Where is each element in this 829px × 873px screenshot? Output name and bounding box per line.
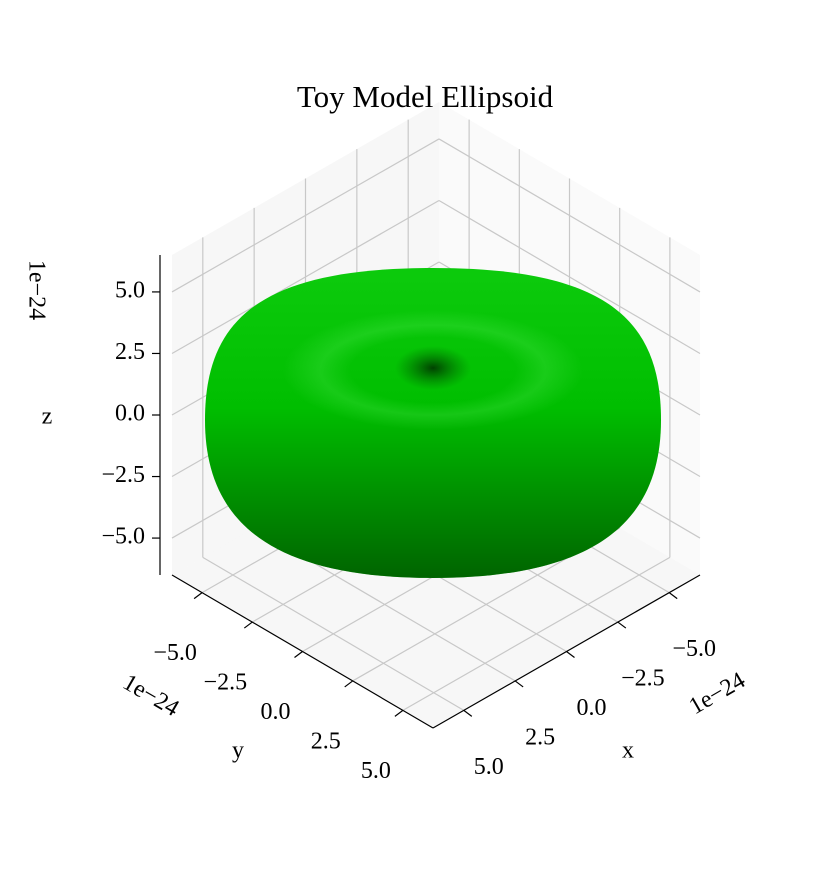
x-tick-label: 0.0 — [577, 695, 607, 721]
z-tick-label: −5.0 — [101, 524, 145, 550]
y-axis-label: y — [232, 738, 244, 764]
grid-line — [402, 556, 671, 711]
x-tick — [617, 621, 627, 629]
y-tick-label: 5.0 — [361, 758, 391, 784]
y-tick-label: 0.0 — [261, 699, 291, 725]
y-axis-line — [171, 574, 434, 729]
y-tick — [243, 621, 253, 629]
grid-line — [171, 199, 440, 354]
x-tick — [463, 709, 473, 717]
z-tick-label: 5.0 — [115, 277, 145, 303]
chart-title: Toy Model Ellipsoid — [297, 79, 554, 114]
z-axis-label: z — [42, 404, 53, 430]
y-tick — [394, 709, 404, 717]
y-tick — [294, 651, 303, 658]
x-tick-label: −5.0 — [672, 636, 716, 662]
x-tick-label: −2.5 — [621, 666, 665, 692]
x-axis-label: x — [622, 738, 634, 764]
z-tick-label: 2.5 — [115, 339, 145, 365]
y-tick — [193, 592, 203, 600]
x-tick — [514, 680, 524, 688]
surface — [205, 268, 661, 578]
y-tick — [344, 680, 354, 688]
axes: −5.0 −2.5 0.0 2.5 5.0 −5.0 −2.5 0.0 2.5 5.0 −5.0 −2… — [101, 255, 716, 784]
grid-line — [438, 199, 701, 354]
torus-hole — [395, 346, 471, 390]
x-tick — [668, 592, 678, 600]
z-tick-label: −2.5 — [101, 462, 145, 488]
y-offset-label: 1e−24 — [118, 669, 183, 722]
x-offset-label: 1e−24 — [685, 667, 750, 720]
y-tick-label: 2.5 — [311, 728, 341, 754]
grid-line — [171, 138, 440, 293]
grid-line — [438, 138, 701, 293]
x-tick-label: 2.5 — [525, 724, 555, 750]
x-tick — [566, 651, 575, 658]
z-tick-label: 0.0 — [115, 401, 145, 427]
x-axis-line — [432, 574, 701, 729]
y-tick-label: −2.5 — [204, 670, 248, 696]
z-offset-label: 1e−24 — [23, 260, 49, 320]
y-tick-label: −5.0 — [153, 640, 197, 666]
x-tick-label: 5.0 — [474, 754, 504, 780]
